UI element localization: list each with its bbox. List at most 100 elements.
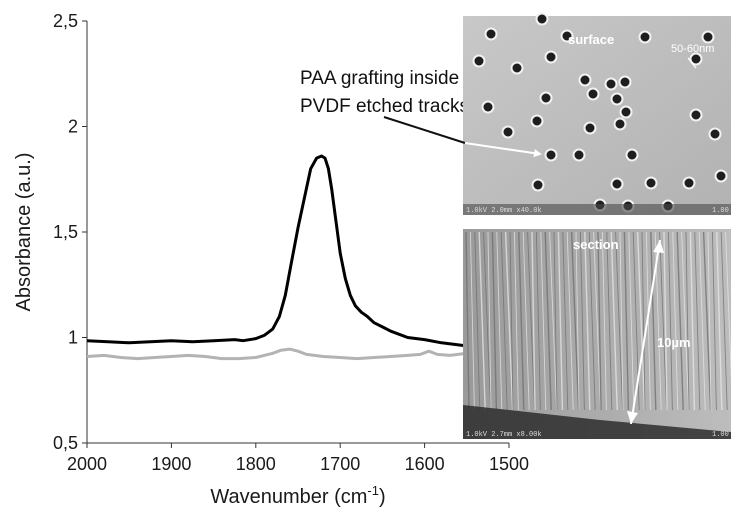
thickness-arrow — [630, 239, 661, 425]
thickness-arrow-head-top — [653, 240, 664, 253]
section-striation — [483, 231, 492, 411]
section-striation — [667, 231, 673, 411]
section-striation — [478, 231, 486, 411]
annotation-line-1: PAA grafting inside — [300, 68, 459, 89]
section-striation — [491, 231, 498, 411]
y-axis-label: Absorbance (a.u.) — [13, 153, 35, 312]
section-striation — [628, 231, 635, 411]
section-striation — [711, 231, 717, 411]
section-striations — [465, 231, 731, 411]
pore-marker — [510, 61, 524, 75]
y-tick-label: 2,5 — [53, 11, 78, 31]
x-tick-label: 1600 — [405, 454, 445, 474]
section-striation — [522, 231, 530, 411]
section-striation — [685, 231, 690, 411]
section-striation — [513, 231, 519, 411]
section-striation — [606, 231, 613, 411]
annotation-pointer — [383, 116, 466, 144]
pore-marker — [586, 87, 600, 101]
pore-marker — [619, 105, 633, 119]
pore-marker — [689, 108, 703, 122]
section-striation — [549, 231, 558, 411]
pore-marker — [610, 92, 624, 106]
x-axis-label-sup: -1 — [367, 483, 379, 498]
sem-section-info: 1.0kV 2.7mm x8.00k — [466, 431, 542, 439]
section-striation — [584, 231, 591, 411]
section-striation — [527, 231, 536, 411]
section-striation — [636, 231, 646, 411]
section-striation — [566, 231, 574, 411]
pore-marker — [682, 176, 696, 190]
x-tick-label: 1900 — [151, 454, 191, 474]
pore-size-label: 50-60nm — [671, 43, 714, 55]
section-striation — [474, 231, 481, 411]
pore-marker — [625, 148, 639, 162]
section-striation — [593, 231, 602, 411]
section-striation — [663, 231, 668, 411]
section-striation — [562, 231, 569, 411]
section-striation — [645, 231, 651, 411]
section-striation — [557, 231, 564, 411]
section-striation — [504, 231, 514, 411]
pore-marker — [560, 29, 574, 43]
series-layer — [87, 154, 509, 361]
section-striation — [619, 231, 624, 411]
pore-marker — [501, 125, 515, 139]
pore-marker — [610, 177, 624, 191]
section-striation — [597, 231, 602, 411]
sem-section-info-right: 1.00 — [712, 431, 729, 439]
section-striation — [610, 231, 618, 411]
pore-marker — [544, 50, 558, 64]
section-striation — [575, 231, 580, 411]
x-ticks: 2000 1900 1800 1700 1600 1500 — [67, 443, 529, 474]
pore-marker — [484, 27, 498, 41]
section-striation — [681, 231, 690, 411]
section-striation — [540, 231, 547, 411]
pore-marker — [644, 176, 658, 190]
section-striation — [659, 231, 668, 411]
sem-surface-label: surface — [568, 32, 614, 47]
section-striation — [672, 231, 679, 411]
section-striation — [650, 231, 657, 411]
section-striation — [570, 231, 580, 411]
x-axis-label-close: ) — [379, 486, 386, 508]
sem-section-label: section — [573, 237, 619, 252]
section-striation — [725, 231, 731, 381]
pore-marker — [701, 30, 715, 44]
section-striation — [487, 231, 492, 411]
pore-marker — [708, 127, 722, 141]
thickness-arrow-head-bottom — [627, 411, 638, 424]
section-striation — [518, 231, 525, 411]
section-striation — [588, 231, 596, 411]
pore-marker — [572, 148, 586, 162]
annotation-line-2: PVDF etched tracks — [300, 96, 469, 117]
sem-surface-image: 1.0kV 2.0mm x40.0k 1.00 surface 50-60nm — [463, 12, 731, 215]
pore-marker — [544, 148, 558, 162]
x-axis-label: Wavenumber (cm-1) — [210, 483, 385, 508]
thickness-label: 10µm — [657, 335, 691, 350]
pore-marker — [613, 117, 627, 131]
pore-marker — [535, 12, 549, 26]
section-striation — [716, 231, 723, 411]
pore-marker — [618, 75, 632, 89]
x-axis-label-main: Wavenumber (cm — [210, 486, 367, 508]
section-striation — [496, 231, 503, 411]
y-tick-label: 1 — [68, 328, 78, 348]
section-striation — [553, 231, 558, 411]
pore-marker — [472, 54, 486, 68]
pore-marker — [530, 114, 544, 128]
x-tick-label: 1700 — [320, 454, 360, 474]
section-striation — [465, 231, 470, 411]
section-striation — [720, 231, 728, 411]
annotation-pointer-white — [464, 142, 542, 158]
section-striation — [509, 231, 514, 411]
series-line-grafted — [87, 154, 509, 349]
pore-marker — [578, 73, 592, 87]
section-striation — [698, 231, 706, 411]
pore-size-arrow — [687, 57, 697, 69]
x-tick-label: 1500 — [489, 454, 529, 474]
pore-marker — [539, 91, 553, 105]
y-tick-label: 0,5 — [53, 433, 78, 453]
x-tick-label: 1800 — [236, 454, 276, 474]
